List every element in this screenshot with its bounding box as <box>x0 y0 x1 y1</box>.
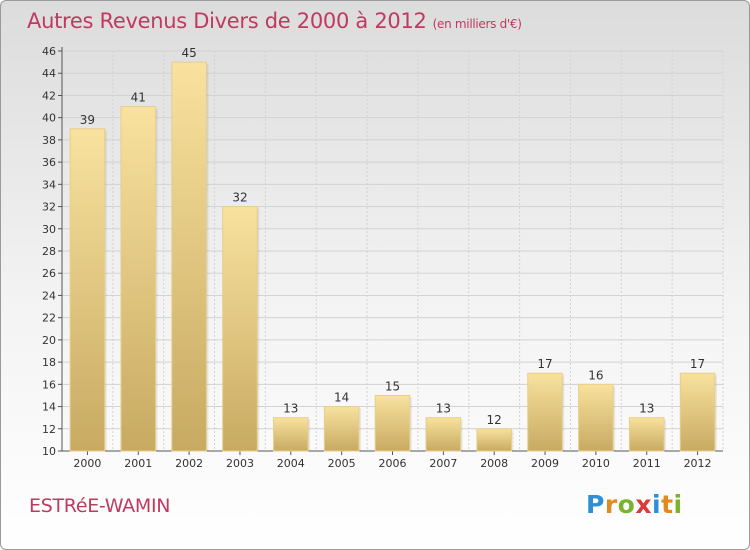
data-label: 13 <box>639 402 654 416</box>
bar-2012 <box>679 372 716 452</box>
logo-letter-5: t <box>661 490 674 519</box>
x-tick-label: 2008 <box>480 457 508 470</box>
y-tick-label: 40 <box>42 112 56 125</box>
y-tick-label: 30 <box>42 223 56 236</box>
bars <box>69 61 717 452</box>
labels: 10 12 14 16 18 20 22 24 26 28 30 32 34 36 38 40 42 44 46 39… <box>42 45 712 470</box>
logo-letter-6: i <box>673 490 683 519</box>
bar-2009 <box>527 372 563 452</box>
bar-2002 <box>171 61 207 452</box>
logo-letter-4: i <box>652 490 662 519</box>
logo-letter-1: r <box>604 490 618 519</box>
x-tick-label: 2005 <box>328 457 356 470</box>
data-label: 39 <box>80 113 95 127</box>
bar-2001 <box>120 106 157 452</box>
x-tick-label: 2000 <box>73 457 101 470</box>
bar-2005 <box>323 406 360 452</box>
logo-letter-3: x <box>635 490 652 519</box>
y-tick-label: 14 <box>42 401 56 414</box>
y-tick-label: 16 <box>42 378 56 391</box>
y-tick-label: 10 <box>42 445 56 458</box>
bar-2008 <box>476 428 512 452</box>
data-label: 41 <box>131 91 146 105</box>
y-tick-label: 32 <box>42 201 56 214</box>
x-tick-label: 2006 <box>379 457 407 470</box>
y-tick-label: 22 <box>42 312 56 325</box>
chart-title: Autres Revenus Divers de 2000 à 2012 (en … <box>27 9 522 33</box>
x-tick-label: 2004 <box>277 457 305 470</box>
data-label: 14 <box>334 391 349 405</box>
x-tick-label: 2010 <box>582 457 610 470</box>
y-tick-label: 34 <box>42 178 56 191</box>
y-tick-label: 18 <box>42 356 56 369</box>
bar-2006 <box>374 394 411 452</box>
y-tick-label: 26 <box>42 267 56 280</box>
x-tick-label: 2007 <box>429 457 457 470</box>
logo-letter-0: P <box>586 490 605 519</box>
data-label: 13 <box>436 402 451 416</box>
commune-name: ESTRéE-WAMIN <box>29 495 171 517</box>
y-tick-label: 38 <box>42 134 56 147</box>
bar-2010 <box>578 383 614 452</box>
bar-2003 <box>222 206 258 452</box>
y-tick-label: 44 <box>42 67 56 80</box>
x-tick-label: 2003 <box>226 457 254 470</box>
bar-2000 <box>69 128 106 452</box>
y-tick-label: 42 <box>42 89 56 102</box>
data-label: 17 <box>537 357 552 371</box>
x-tick-label: 2012 <box>684 457 712 470</box>
data-label: 12 <box>487 413 502 427</box>
data-label: 16 <box>588 368 603 382</box>
y-tick-label: 24 <box>42 289 56 302</box>
data-label: 13 <box>283 402 298 416</box>
data-label: 45 <box>181 46 196 60</box>
x-tick-label: 2011 <box>633 457 661 470</box>
bar-2007 <box>425 417 462 452</box>
y-tick-label: 28 <box>42 245 56 258</box>
x-tick-label: 2002 <box>175 457 203 470</box>
bar-2004 <box>273 417 309 452</box>
logo-letter-2: o <box>617 490 636 519</box>
proxiti-logo[interactable]: Proxiti <box>586 490 683 519</box>
x-tick-label: 2001 <box>124 457 152 470</box>
x-tick-label: 2009 <box>531 457 559 470</box>
chart-unit: (en milliers d'€) <box>432 17 522 31</box>
chart-title-text: Autres Revenus Divers de 2000 à 2012 <box>27 9 427 33</box>
data-label: 32 <box>232 191 247 205</box>
y-tick-label: 46 <box>42 45 56 58</box>
bar-2011 <box>628 417 665 452</box>
y-tick-label: 12 <box>42 423 56 436</box>
y-tick-label: 36 <box>42 156 56 169</box>
data-label: 17 <box>690 357 705 371</box>
data-label: 15 <box>385 379 400 393</box>
y-tick-label: 20 <box>42 334 56 347</box>
